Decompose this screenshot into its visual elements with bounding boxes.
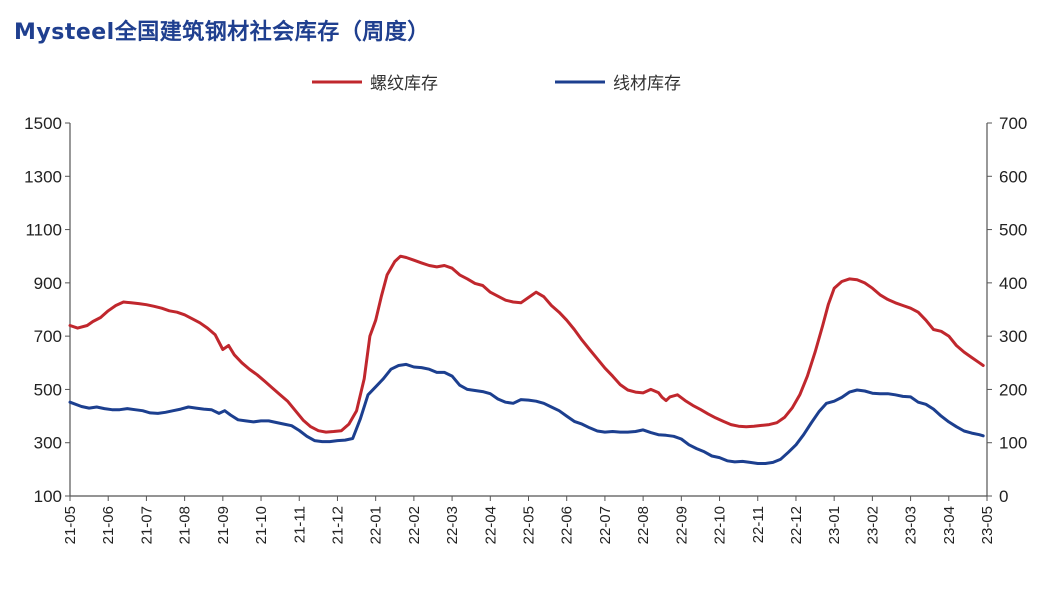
right-tick-label: 600 <box>999 167 1027 186</box>
left-tick-label: 1500 <box>24 114 62 133</box>
legend-label-rebar: 螺纹库存 <box>370 74 438 94</box>
series-line-wire <box>68 362 985 465</box>
x-tick-label: 22-04 <box>482 506 499 544</box>
right-tick-label: 700 <box>999 114 1027 133</box>
left-tick-label: 100 <box>34 487 62 506</box>
x-tick-label: 22-10 <box>712 506 729 544</box>
right-y-axis: 700 600 500 400 300 200 100 0 <box>987 114 1027 506</box>
x-tick-label: 22-12 <box>788 506 805 544</box>
x-tick-label: 22-11 <box>750 506 767 543</box>
left-tick-label: 1100 <box>25 221 62 240</box>
x-tick-label: 22-07 <box>597 506 614 544</box>
left-tick-label: 700 <box>34 327 62 346</box>
x-tick-label: 23-05 <box>979 506 996 544</box>
x-tick-label: 23-03 <box>903 506 920 544</box>
right-tick-label: 400 <box>999 274 1027 293</box>
x-tick-label: 21-05 <box>62 506 79 544</box>
x-tick-label: 21-10 <box>253 506 270 544</box>
x-tick-label: 21-12 <box>329 506 346 544</box>
left-tick-label: 1300 <box>24 167 62 186</box>
left-tick-label: 900 <box>34 274 62 293</box>
chart-legend: 螺纹库存 线材库存 <box>312 74 681 94</box>
right-tick-label: 200 <box>999 380 1027 399</box>
left-tick-label: 300 <box>34 434 62 453</box>
x-tick-label: 21-08 <box>177 506 194 544</box>
right-tick-label: 500 <box>999 221 1027 240</box>
x-tick-label: 21-07 <box>138 506 155 544</box>
chart-axes <box>69 123 988 497</box>
x-tick-label: 22-02 <box>406 506 423 544</box>
x-axis: 21-05 21-06 21-07 21-08 21-09 21-10 21-11 21-12… <box>62 496 996 544</box>
x-tick-label: 22-08 <box>635 506 652 544</box>
x-tick-label: 22-05 <box>521 506 538 544</box>
x-tick-label: 23-01 <box>826 506 843 544</box>
series-layer <box>68 254 985 465</box>
right-tick-label: 300 <box>999 327 1027 346</box>
x-tick-label: 22-06 <box>559 506 576 544</box>
x-tick-label: 21-11 <box>291 506 308 543</box>
left-tick-label: 500 <box>34 380 62 399</box>
x-tick-label: 21-09 <box>215 506 232 544</box>
series-line-rebar <box>68 254 985 434</box>
chart-title: Mysteel全国建筑钢材社会库存（周度） <box>14 20 430 45</box>
legend-label-wire: 线材库存 <box>613 74 681 94</box>
x-tick-label: 21-06 <box>100 506 117 544</box>
x-tick-label: 22-09 <box>673 506 690 544</box>
left-y-axis: 1500 1300 1100 900 700 500 300 100 <box>24 114 70 506</box>
right-tick-label: 0 <box>999 487 1008 506</box>
x-tick-label: 23-02 <box>864 506 881 544</box>
x-tick-label: 23-04 <box>941 506 958 544</box>
x-tick-label: 22-01 <box>368 506 385 544</box>
right-tick-label: 100 <box>999 434 1027 453</box>
x-tick-label: 22-03 <box>444 506 461 544</box>
